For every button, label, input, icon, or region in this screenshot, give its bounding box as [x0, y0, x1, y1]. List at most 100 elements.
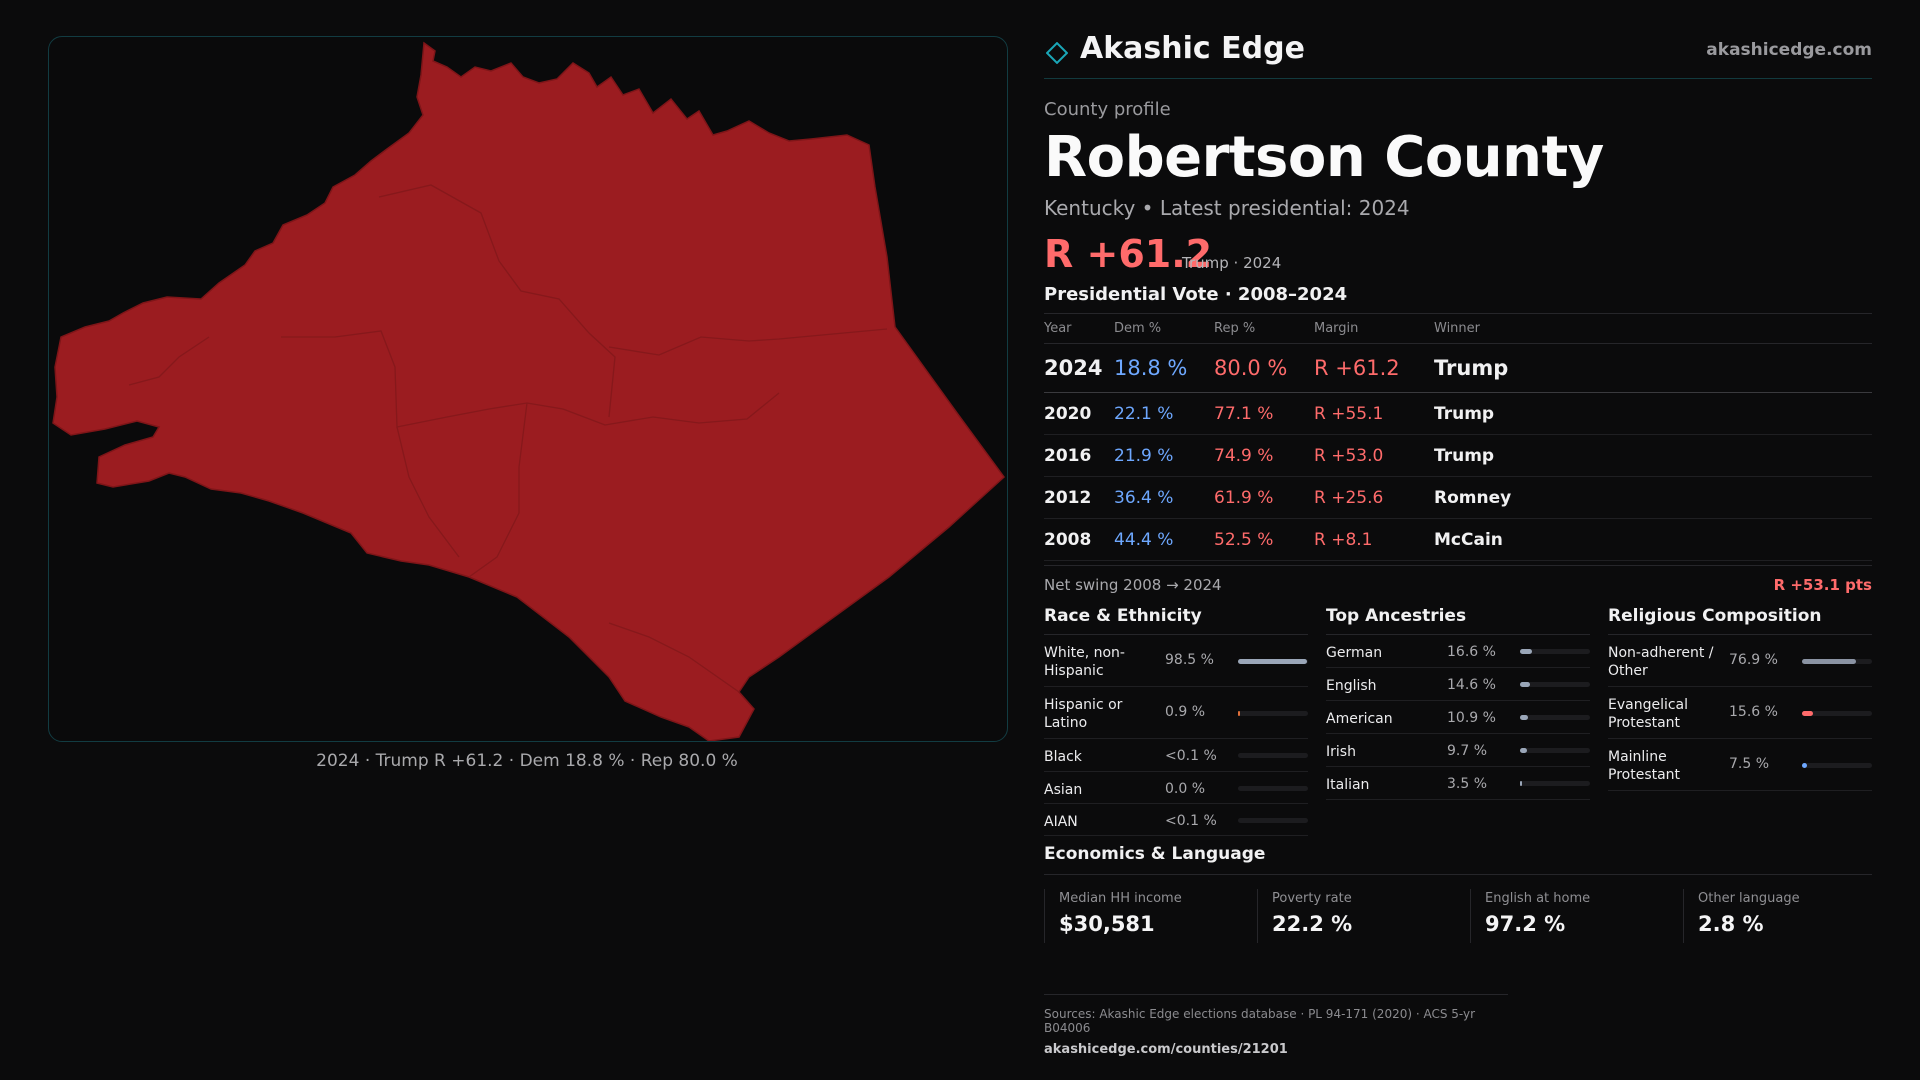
bar-track — [1802, 658, 1872, 664]
county-shape — [52, 41, 1006, 741]
bar-track — [1520, 649, 1590, 654]
bar-label: Irish — [1326, 744, 1356, 760]
bar-value: <0.1 % — [1165, 813, 1217, 829]
economics-title: Economics & Language — [1044, 844, 1872, 875]
bar-row: German 16.6 % — [1326, 635, 1590, 668]
table-row: 2016 21.9 % 74.9 % R +53.0 Trump — [1044, 434, 1872, 477]
bar-fill — [1238, 710, 1240, 716]
cell-margin: R +55.1 — [1314, 392, 1434, 435]
bar-label: Black — [1044, 749, 1082, 765]
bar-fill — [1520, 649, 1532, 654]
bar-track — [1520, 715, 1590, 720]
bar-fill — [1520, 781, 1523, 786]
race-title: Race & Ethnicity — [1044, 606, 1308, 635]
bar-row: Non-adherent / Other 76.9 % — [1608, 635, 1872, 687]
econ-label: Median HH income — [1059, 891, 1182, 906]
bar-row: Evangelical Protestant 15.6 % — [1608, 687, 1872, 739]
source-link[interactable]: akashicedge.com/counties/21201 — [1044, 1042, 1288, 1057]
bar-fill — [1802, 710, 1813, 716]
vote-table: Year Dem % Rep % Margin Winner 2024 18.8… — [1044, 314, 1872, 561]
headline-margin-detail: Trump · 2024 — [1182, 254, 1282, 272]
cell-winner: Romney — [1434, 476, 1872, 519]
bar-label: German — [1326, 645, 1383, 661]
econ-cell-other-language: Other language 2.8 % — [1683, 889, 1896, 943]
bar-value: <0.1 % — [1165, 748, 1217, 764]
cell-winner: Trump — [1434, 392, 1872, 435]
county-outline[interactable] — [52, 41, 1006, 741]
bar-value: 76.9 % — [1729, 651, 1778, 668]
table-row: 2024 18.8 % 80.0 % R +61.2 Trump — [1044, 343, 1872, 393]
bar-row: Asian 0.0 % — [1044, 772, 1308, 804]
cell-dem: 36.4 % — [1114, 476, 1214, 519]
bar-fill — [1520, 715, 1528, 720]
bar-track — [1238, 785, 1308, 791]
bar-value: 9.7 % — [1447, 743, 1488, 759]
county-map — [48, 36, 1008, 742]
religion-title: Religious Composition — [1608, 606, 1872, 635]
econ-value: 22.2 % — [1272, 912, 1353, 936]
brand-url-link[interactable]: akashicedge.com — [1706, 40, 1872, 60]
bar-value: 15.6 % — [1729, 703, 1778, 720]
col-winner: Winner — [1434, 314, 1872, 344]
econ-value: 97.2 % — [1485, 912, 1566, 936]
bar-label: Italian — [1326, 777, 1370, 793]
table-row: 2008 44.4 % 52.5 % R +8.1 McCain — [1044, 518, 1872, 561]
bar-track — [1802, 762, 1872, 768]
cell-winner: Trump — [1434, 434, 1872, 477]
economics-cells: Median HH income $30,581 Poverty rate 22… — [1044, 889, 1872, 959]
cell-dem: 22.1 % — [1114, 392, 1214, 435]
bar-value: 14.6 % — [1447, 677, 1496, 693]
table-row: 2012 36.4 % 61.9 % R +25.6 Romney — [1044, 476, 1872, 519]
bar-label: American — [1326, 711, 1393, 727]
bar-label: Asian — [1044, 782, 1083, 798]
bar-track — [1520, 781, 1590, 786]
page-subtitle: Kentucky • Latest presidential: 2024 — [1044, 196, 1410, 220]
bar-fill — [1520, 682, 1531, 687]
bar-label: White, non-Hispanic — [1044, 645, 1125, 679]
bar-fill — [1802, 658, 1856, 664]
bar-label: English — [1326, 678, 1377, 694]
cell-margin: R +8.1 — [1314, 518, 1434, 561]
ancestry-title: Top Ancestries — [1326, 606, 1590, 635]
bar-row: Mainline Protestant 7.5 % — [1608, 739, 1872, 791]
vote-table-header: Year Dem % Rep % Margin Winner — [1044, 314, 1872, 344]
cell-margin: R +61.2 — [1314, 343, 1434, 393]
cell-year: 2020 — [1044, 392, 1114, 435]
race-ethnicity-panel: Race & Ethnicity White, non-Hispanic 98.5… — [1044, 606, 1308, 836]
col-rep: Rep % — [1214, 314, 1314, 344]
econ-label: English at home — [1485, 891, 1591, 906]
cell-dem: 18.8 % — [1114, 343, 1214, 393]
bar-fill — [1520, 748, 1527, 753]
bar-row: Hispanic or Latino 0.9 % — [1044, 687, 1308, 739]
cell-winner: Trump — [1434, 343, 1872, 393]
bar-track — [1238, 817, 1308, 823]
diamond-icon — [1046, 42, 1068, 64]
bar-row: Black <0.1 % — [1044, 739, 1308, 772]
econ-value: $30,581 — [1059, 912, 1155, 936]
cell-winner: McCain — [1434, 518, 1872, 561]
cell-margin: R +25.6 — [1314, 476, 1434, 519]
cell-rep: 52.5 % — [1214, 518, 1314, 561]
bar-label: Non-adherent / Other — [1608, 645, 1714, 679]
precinct-boundaries — [128, 184, 888, 693]
econ-value: 2.8 % — [1698, 912, 1764, 936]
bar-row: White, non-Hispanic 98.5 % — [1044, 635, 1308, 687]
net-swing-row: Net swing 2008 → 2024 R +53.1 pts — [1044, 565, 1872, 602]
econ-label: Poverty rate — [1272, 891, 1352, 906]
brand-name: Akashic Edge — [1080, 31, 1305, 66]
col-dem: Dem % — [1114, 314, 1214, 344]
headline-margin: R +61.2 — [1044, 232, 1213, 276]
cell-dem: 44.4 % — [1114, 518, 1214, 561]
bar-value: 7.5 % — [1729, 755, 1770, 772]
bar-row: English 14.6 % — [1326, 668, 1590, 701]
headline-margin-block: R +61.2 Trump · 2024 — [1044, 232, 1872, 276]
sources-footer: Sources: Akashic Edge elections database… — [1044, 994, 1508, 1057]
page-eyebrow: County profile — [1044, 99, 1171, 120]
econ-cell-poverty: Poverty rate 22.2 % — [1257, 889, 1470, 943]
bar-row: American 10.9 % — [1326, 701, 1590, 734]
cell-rep: 80.0 % — [1214, 343, 1314, 393]
bar-row: AIAN <0.1 % — [1044, 804, 1308, 836]
cell-rep: 74.9 % — [1214, 434, 1314, 477]
econ-cell-english: English at home 97.2 % — [1470, 889, 1683, 943]
bar-label: Evangelical Protestant — [1608, 697, 1689, 731]
